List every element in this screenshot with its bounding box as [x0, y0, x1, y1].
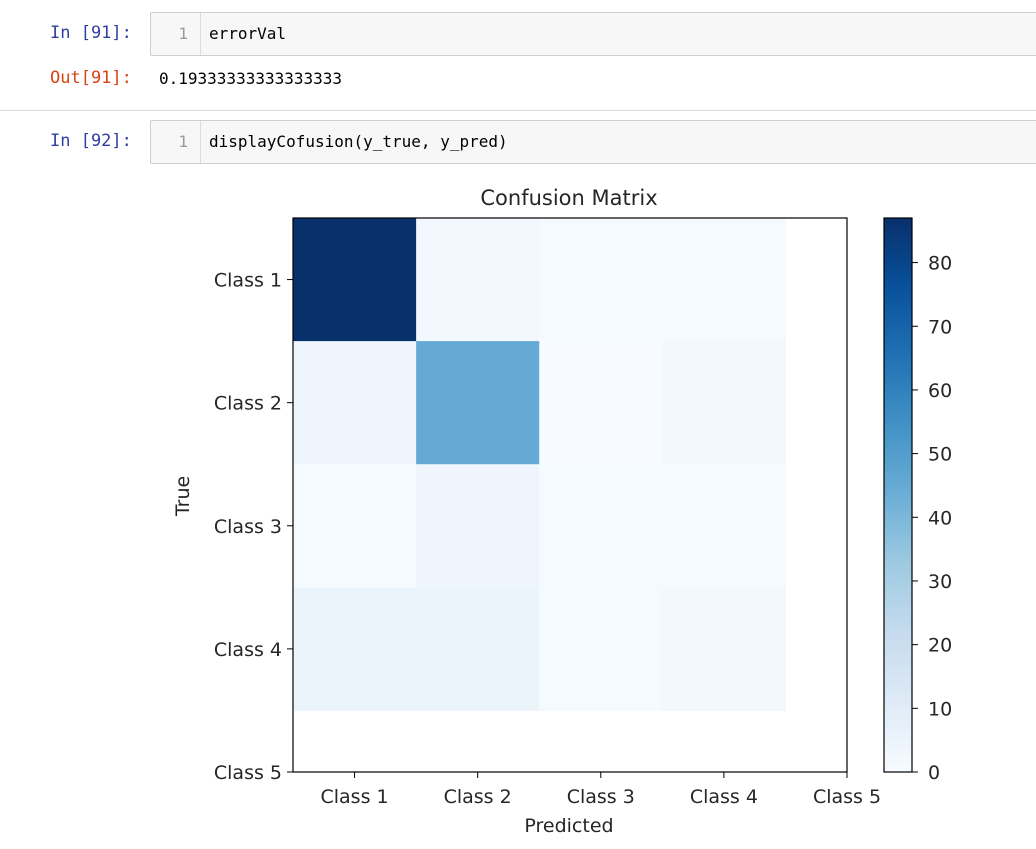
matrix-cell — [416, 218, 540, 342]
line-gutter: 1 — [151, 121, 201, 163]
x-axis-label: Predicted — [524, 815, 613, 837]
x-tick-label: Class 2 — [444, 786, 512, 808]
colorbar-tick-label: 80 — [928, 253, 952, 275]
matrix-cell — [293, 464, 417, 588]
line-gutter: 1 — [151, 13, 201, 55]
y-axis-label: True — [172, 476, 194, 517]
colorbar-tick-label: 20 — [928, 635, 952, 657]
colorbar-tick-label: 40 — [928, 507, 952, 529]
colorbar-tick-label: 10 — [928, 698, 952, 720]
x-tick-label: Class 1 — [320, 786, 388, 808]
line-number: 1 — [178, 24, 188, 43]
matrix-cell — [416, 587, 540, 711]
matrix-cell — [416, 464, 540, 588]
colorbar — [883, 217, 913, 773]
matrix-cell — [662, 341, 786, 465]
output-value: 0.19333333333333333 — [159, 69, 343, 88]
colorbar-tick-label: 30 — [928, 571, 952, 593]
x-tick-label: Class 4 — [690, 786, 758, 808]
matrix-cell — [662, 218, 786, 342]
code-cell-91[interactable]: 1 errorVal — [150, 12, 1036, 56]
cell-divider — [0, 110, 1036, 111]
matrix-cell — [662, 587, 786, 711]
matrix-cell — [662, 464, 786, 588]
colorbar-tick-label: 60 — [928, 380, 952, 402]
y-tick-label: Class 4 — [214, 639, 282, 661]
y-tick-label: Class 1 — [214, 270, 282, 292]
y-tick-label: Class 5 — [214, 762, 282, 784]
matrix-cell — [539, 341, 663, 465]
y-tick-label: Class 3 — [214, 516, 282, 538]
y-tick-label: Class 2 — [214, 393, 282, 415]
matrix-cell — [539, 587, 663, 711]
input-prompt-91: In [91]: — [50, 23, 132, 43]
colorbar-tick-label: 70 — [928, 316, 952, 338]
matrix-cell — [293, 587, 417, 711]
matrix-cell — [539, 218, 663, 342]
code-cell-92[interactable]: 1 displayCofusion(y_true, y_pred) — [150, 120, 1036, 164]
line-number: 1 — [178, 132, 188, 151]
matrix-cell — [416, 341, 540, 465]
x-tick-label: Class 5 — [813, 786, 881, 808]
input-prompt-92: In [92]: — [50, 131, 132, 151]
code-text[interactable]: errorVal — [209, 24, 287, 43]
x-tick-label: Class 3 — [567, 786, 635, 808]
output-prompt-91: Out[91]: — [50, 68, 132, 88]
matrix-cell — [293, 341, 417, 465]
code-text[interactable]: displayCofusion(y_true, y_pred) — [209, 132, 508, 151]
plot-frame — [292, 217, 848, 773]
colorbar-tick-label: 50 — [928, 444, 952, 466]
matrix-cell — [539, 464, 663, 588]
colorbar-tick-label: 0 — [928, 762, 940, 784]
matrix-cell — [293, 218, 417, 342]
chart-title: Confusion Matrix — [480, 186, 657, 210]
